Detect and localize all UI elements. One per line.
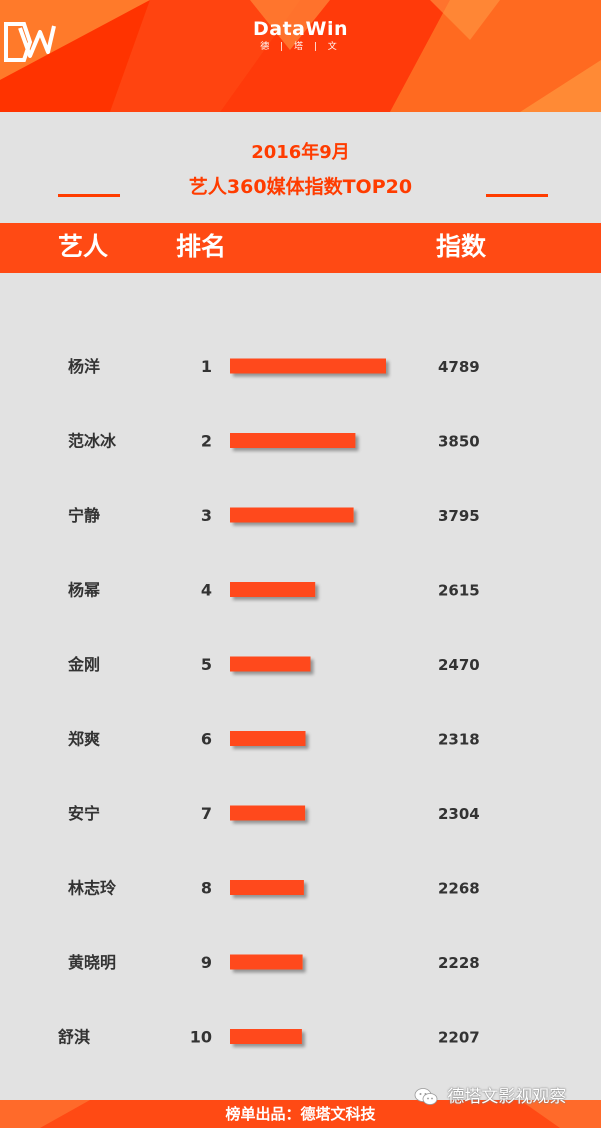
artist-name-label: 林志玲 bbox=[68, 879, 117, 898]
wechat-icon bbox=[414, 1088, 438, 1105]
index-value-label: 2304 bbox=[438, 805, 480, 823]
title-main: 艺人360媒体指数TOP20 bbox=[188, 176, 413, 198]
ranking-bar-chart: 杨洋 1 4789 范冰冰 2 3850 宁静 3 3795 杨幂 4 2615 金刚 5 2470 郑爽 6 2… bbox=[58, 357, 480, 1047]
column-header-rank: 排名 bbox=[176, 232, 227, 261]
footer-credit: 榜单出品：德塔文科技 bbox=[225, 1105, 376, 1123]
index-value-label: 2470 bbox=[438, 656, 480, 674]
datawin-logo-icon bbox=[4, 22, 56, 62]
chart-row: 范冰冰 2 3850 bbox=[68, 432, 480, 451]
chart-title: 2016年9月 艺人360媒体指数TOP20 bbox=[0, 140, 601, 202]
artist-name-label: 杨洋 bbox=[68, 357, 100, 376]
brand-name: DataWin bbox=[253, 18, 348, 40]
bar bbox=[230, 656, 311, 672]
artist-name-label: 舒淇 bbox=[58, 1028, 90, 1047]
bar bbox=[230, 582, 316, 597]
chart-row: 金刚 5 2470 bbox=[67, 655, 480, 674]
index-value-label: 3795 bbox=[438, 507, 480, 525]
rank-label: 9 bbox=[201, 953, 212, 972]
bar bbox=[230, 358, 386, 374]
index-value-label: 3850 bbox=[438, 433, 480, 451]
chart-row: 杨洋 1 4789 bbox=[68, 357, 480, 376]
watermark-text: 德塔文影视观察 bbox=[447, 1087, 567, 1107]
rank-label: 1 bbox=[201, 357, 212, 376]
chart-row: 黄晓明 9 2228 bbox=[68, 953, 480, 972]
rank-label: 2 bbox=[201, 432, 212, 451]
bar bbox=[230, 954, 303, 970]
index-value-label: 4789 bbox=[438, 358, 480, 376]
index-value-label: 2207 bbox=[438, 1029, 480, 1047]
artist-name-label: 宁静 bbox=[68, 506, 100, 525]
rank-label: 4 bbox=[201, 581, 212, 600]
column-header-artist: 艺人 bbox=[58, 232, 109, 261]
bar bbox=[230, 433, 356, 448]
bar bbox=[230, 1029, 302, 1044]
artist-name-label: 杨幂 bbox=[68, 581, 100, 600]
artist-name-label: 黄晓明 bbox=[68, 953, 116, 972]
rank-label: 3 bbox=[201, 506, 212, 525]
chart-row: 郑爽 6 2318 bbox=[68, 730, 480, 749]
artist-name-label: 范冰冰 bbox=[68, 432, 117, 451]
artist-name-label: 安宁 bbox=[68, 804, 100, 823]
index-value-label: 2228 bbox=[438, 954, 480, 972]
rank-label: 7 bbox=[201, 804, 212, 823]
chart-row: 杨幂 4 2615 bbox=[68, 581, 480, 600]
brand-subtitle: 德 | 塔 | 文 bbox=[260, 42, 341, 52]
rank-label: 10 bbox=[190, 1028, 212, 1047]
column-header-band: 艺人 排名 指数 bbox=[0, 223, 601, 273]
chart-row: 舒淇 10 2207 bbox=[58, 1028, 480, 1047]
rank-label: 8 bbox=[201, 879, 212, 898]
artist-name-label: 金刚 bbox=[67, 655, 100, 674]
chart-row: 宁静 3 3795 bbox=[68, 506, 480, 525]
chart-row: 安宁 7 2304 bbox=[68, 804, 480, 823]
chart-row: 林志玲 8 2268 bbox=[68, 879, 480, 898]
title-date: 2016年9月 bbox=[251, 142, 350, 163]
bar bbox=[230, 507, 354, 523]
header-banner: DataWin 德 | 塔 | 文 bbox=[0, 0, 601, 112]
bar bbox=[230, 880, 304, 895]
column-header-index: 指数 bbox=[436, 232, 487, 261]
index-value-label: 2318 bbox=[438, 731, 480, 749]
rank-label: 5 bbox=[201, 655, 212, 674]
rank-label: 6 bbox=[201, 730, 212, 749]
footer-background bbox=[0, 1100, 601, 1128]
artist-name-label: 郑爽 bbox=[68, 730, 100, 749]
bar bbox=[230, 731, 306, 746]
header-background bbox=[0, 0, 601, 112]
title-rule-right bbox=[486, 194, 548, 197]
index-value-label: 2615 bbox=[438, 582, 480, 600]
index-value-label: 2268 bbox=[438, 880, 480, 898]
brand-logo: DataWin 德 | 塔 | 文 bbox=[0, 18, 601, 62]
footer-band: 榜单出品：德塔文科技 bbox=[0, 1100, 601, 1128]
watermark: 德塔文影视观察 bbox=[414, 1085, 566, 1109]
bar bbox=[230, 805, 306, 821]
title-rule-left bbox=[58, 194, 120, 197]
